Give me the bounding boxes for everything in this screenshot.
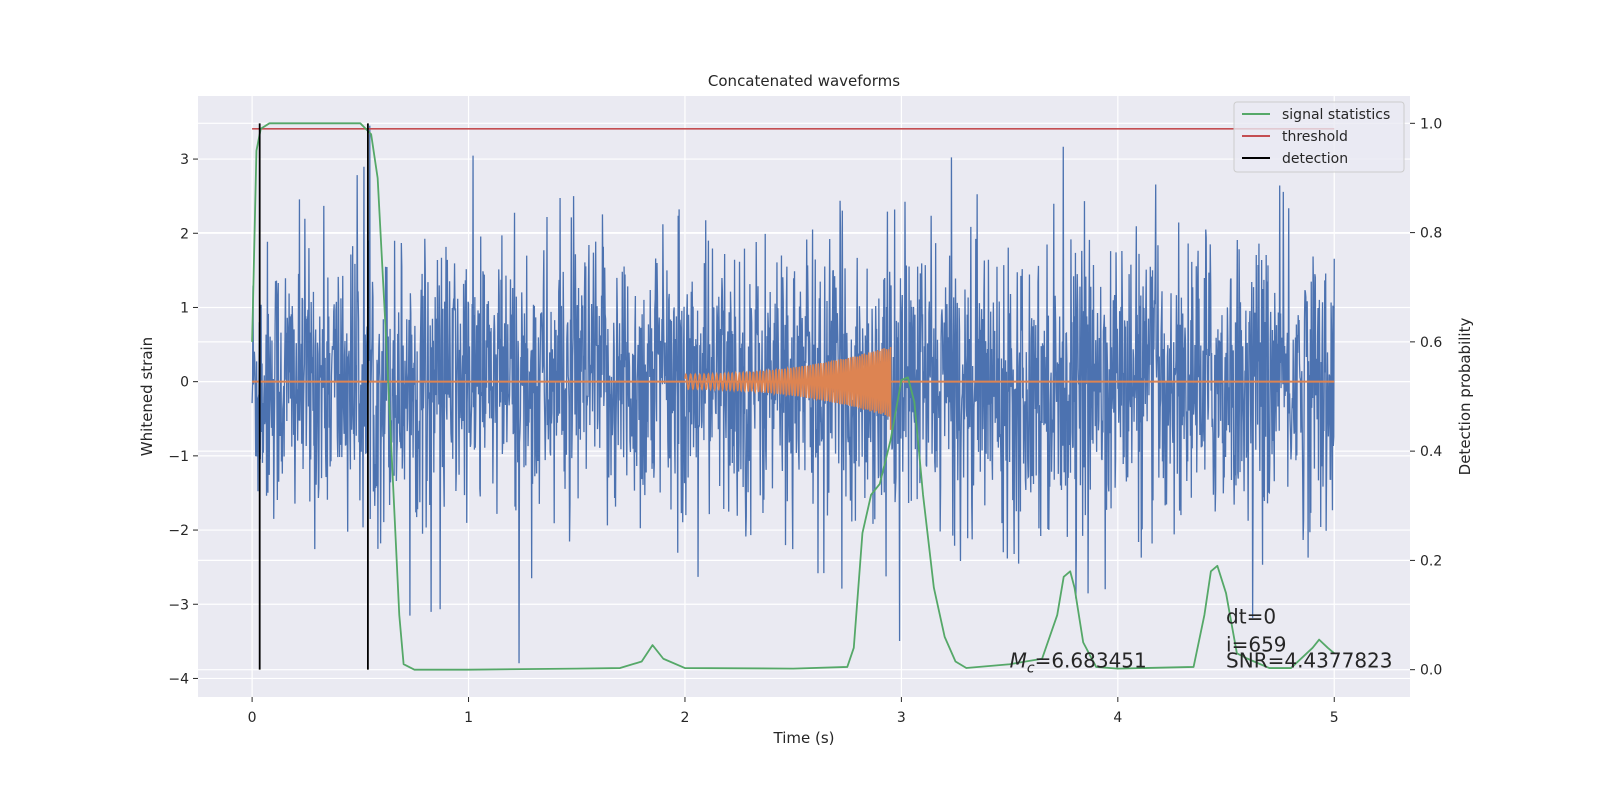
y-left-tick-label: 3 xyxy=(180,152,189,168)
annotation-snr: SNR=4.4377823 xyxy=(1226,648,1392,672)
y-axis-label-left: Whitened strain xyxy=(138,337,156,456)
annotation-dt: dt=0 xyxy=(1226,604,1276,628)
y-left-tick-label: −2 xyxy=(168,523,189,539)
y-left-tick-label: −1 xyxy=(168,449,189,465)
y-left-tick-label: 0 xyxy=(180,375,189,391)
annotations: Mc=6.683451 dt=0 i=659 SNR=4.4377823 xyxy=(1010,604,1393,676)
y-right-tick-label: 0.2 xyxy=(1420,553,1442,569)
y-left-tick-label: 2 xyxy=(180,226,189,242)
annotation-chirp-mass: Mc=6.683451 xyxy=(1010,648,1147,676)
legend-label-threshold: threshold xyxy=(1282,129,1348,145)
x-tick-label: 3 xyxy=(897,710,906,726)
y-axis-label-right: Detection probability xyxy=(1456,318,1474,476)
annotation-mc-subscript: c xyxy=(1027,660,1035,676)
data-layer xyxy=(251,122,1335,671)
y-right-tick-label: 1.0 xyxy=(1420,116,1442,132)
signal-statistics-line xyxy=(251,122,1335,671)
chart-title: Concatenated waveforms xyxy=(708,72,900,90)
x-axis-label: Time (s) xyxy=(773,729,835,747)
annotation-mc-symbol: M xyxy=(1010,648,1027,672)
annotation-index: i=659 xyxy=(1226,632,1287,656)
x-tick-label: 4 xyxy=(1113,710,1122,726)
annotation-mc-value: =6.683451 xyxy=(1035,648,1147,672)
y-right-tick-label: 0.4 xyxy=(1420,444,1442,460)
injected-signal-waveform xyxy=(684,346,892,430)
axes: 0 1 2 3 4 5 −4 −3 −2 −1 0 1 2 3 0.0 0.2 0.4 0.6 0.8 1.0 xyxy=(168,116,1442,726)
x-tick-label: 1 xyxy=(464,710,473,726)
legend: signal statistics threshold detection xyxy=(1233,101,1405,173)
y-left-tick-label: 1 xyxy=(180,300,189,316)
grid xyxy=(198,96,1410,697)
y-right-tick-label: 0.6 xyxy=(1420,335,1442,351)
y-left-tick-label: −3 xyxy=(168,597,189,613)
y-left-tick-label: −4 xyxy=(168,671,189,687)
legend-label-detection: detection xyxy=(1282,151,1348,167)
x-tick-label: 2 xyxy=(681,710,690,726)
x-tick-label: 0 xyxy=(248,710,257,726)
y-right-tick-label: 0.8 xyxy=(1420,226,1442,242)
legend-label-signal-statistics: signal statistics xyxy=(1282,107,1390,123)
strain-waveform xyxy=(251,125,1335,664)
legend-box xyxy=(1233,101,1405,173)
x-tick-label: 5 xyxy=(1330,710,1339,726)
y-right-tick-label: 0.0 xyxy=(1420,663,1442,679)
